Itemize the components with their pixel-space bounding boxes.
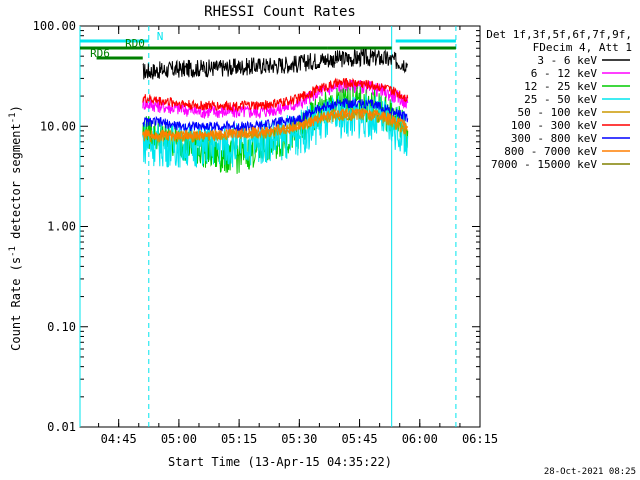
footer-timestamp: 28-Oct-2021 08:25 xyxy=(544,467,636,477)
legend-entry-label: 7000 - 15000 keV xyxy=(491,158,597,171)
state-bar-label: RD6 xyxy=(90,47,110,60)
state-bar-label: RD0 xyxy=(125,37,145,50)
x-tick-label: 05:15 xyxy=(221,432,257,446)
legend-entry-label: 3 - 6 keV xyxy=(537,54,597,67)
legend-entry-label: 100 - 300 keV xyxy=(511,119,597,132)
y-tick-label: 0.01 xyxy=(47,420,76,434)
series-line xyxy=(142,98,409,132)
y-tick-label: 100.00 xyxy=(33,19,76,33)
x-tick-label: 05:00 xyxy=(161,432,197,446)
legend-header: FDecim 4, Att 1 xyxy=(533,41,632,54)
y-tick-label: 0.10 xyxy=(47,320,76,334)
legend-entry-label: 50 - 100 keV xyxy=(518,106,598,119)
x-tick-label: 06:15 xyxy=(462,432,498,446)
plot-frame xyxy=(79,25,481,428)
legend-entry-label: 12 - 25 keV xyxy=(524,80,597,93)
y-tick-label: 10.00 xyxy=(40,119,76,133)
x-tick-label: 04:45 xyxy=(101,432,137,446)
legend-entry-label: 800 - 7000 keV xyxy=(504,145,597,158)
x-tick-label: 05:30 xyxy=(281,432,317,446)
series-line xyxy=(142,48,409,80)
series-line xyxy=(142,77,409,113)
y-axis-label: Count Rate (s-1 detector segment-1) xyxy=(8,105,23,351)
series-line xyxy=(142,107,409,141)
x-tick-label: 05:45 xyxy=(341,432,377,446)
x-tick-label: 06:00 xyxy=(402,432,438,446)
plot-area: 100.00 10.00 1.00 0.10 0.01 04:45 05:00 05:15 05… xyxy=(33,19,498,446)
legend-entry-label: 6 - 12 keV xyxy=(531,67,598,80)
chart-title: RHESSI Count Rates xyxy=(204,4,356,20)
x-axis-label: Start Time (13-Apr-15 04:35:22) xyxy=(168,455,392,469)
legend: Det 1f,3f,5f,6f,7f,9f,FDecim 4, Att 13 -… xyxy=(486,28,632,171)
legend-header: Det 1f,3f,5f,6f,7f,9f, xyxy=(486,28,632,41)
legend-entry-label: 25 - 50 keV xyxy=(524,93,597,106)
legend-entry-label: 300 - 800 keV xyxy=(511,132,597,145)
series-line xyxy=(142,79,409,119)
state-bar-label: N xyxy=(157,30,164,43)
y-tick-label: 1.00 xyxy=(47,220,76,234)
